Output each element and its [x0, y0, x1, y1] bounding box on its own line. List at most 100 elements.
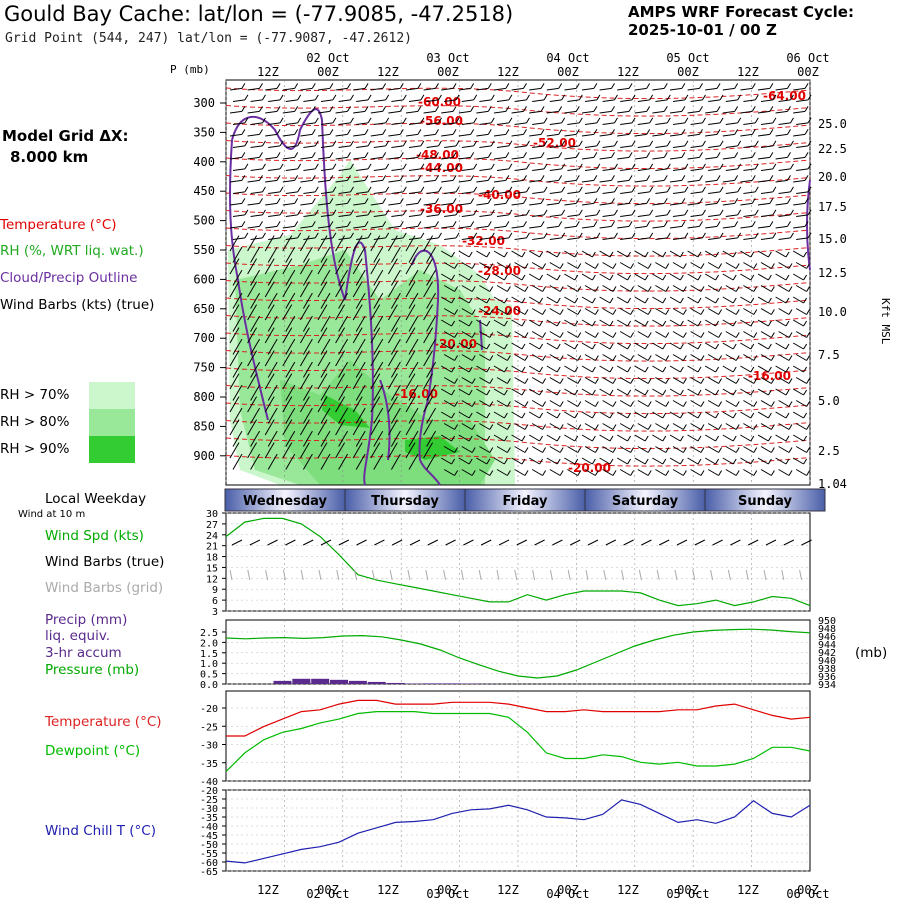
wind-barb-flag: [358, 373, 363, 379]
wind-barb: [581, 273, 593, 281]
wind-barb: [229, 156, 242, 160]
wind-barb-flag: [432, 407, 437, 414]
wind-barb: [423, 179, 436, 183]
wind-barb: [264, 263, 272, 275]
wind-barb: [441, 87, 454, 91]
wind-barb: [426, 366, 434, 378]
wind-barb-flag: [715, 320, 720, 327]
wind-barb: [405, 286, 413, 298]
cloud-outline: [806, 179, 811, 271]
wind-barb: [511, 250, 523, 258]
wind-barb-flag: [787, 198, 791, 204]
wind-barb: [669, 179, 682, 183]
wind-barb: [282, 263, 290, 275]
wind-barb: [479, 423, 491, 430]
wind-barb-flag: [591, 274, 596, 281]
surface-wind-barb: [285, 539, 296, 546]
wind-barb-flag: [594, 424, 599, 430]
pressure-right-tick: 950: [818, 616, 836, 627]
wind-barb-flag: [276, 129, 281, 135]
wind-barb: [795, 262, 807, 269]
grid-wind-barb: [763, 569, 767, 581]
wind-barb-flag: [503, 274, 508, 281]
wind-barb: [405, 202, 418, 206]
wind-barb: [634, 296, 646, 304]
wind-barb-flag: [393, 235, 398, 241]
wind-barb: [479, 331, 491, 338]
wind-barb: [479, 469, 491, 476]
grid-wind-barb: [781, 569, 785, 581]
wind-barb: [479, 308, 491, 315]
windchill-tick: -45: [200, 831, 218, 842]
wind-barb-flag: [558, 129, 563, 135]
wind-barb: [532, 214, 545, 217]
wind-barb: [229, 378, 237, 390]
wind-barb: [423, 87, 436, 91]
wind-barb: [335, 202, 348, 206]
wind-barb: [546, 110, 559, 114]
wind-barb-flag: [644, 458, 649, 465]
wind-barb-flag: [556, 320, 561, 327]
wind-barb-flag: [665, 286, 670, 292]
temperature-contour-label: -60.00: [418, 95, 461, 109]
wind-barb: [391, 99, 404, 102]
wind-barb: [778, 122, 791, 125]
surface-wind-barb: [747, 539, 759, 546]
wind-barb-flag: [244, 94, 249, 101]
wind-barb: [320, 191, 333, 194]
temperature-contour-line: [225, 350, 811, 362]
wind-barb-flag: [718, 355, 723, 361]
wind-barb: [370, 133, 383, 137]
wind-barb-flag: [367, 117, 372, 124]
wind-barb-flag: [806, 470, 811, 476]
wind-barb-flag: [521, 435, 526, 442]
wind-speed-tick: 21: [206, 542, 218, 553]
wind-barb: [757, 110, 770, 114]
wind-barb: [496, 400, 508, 407]
wind-barb-flag: [361, 384, 366, 391]
wind-barb: [514, 308, 526, 315]
wind-barb: [356, 191, 369, 194]
wind-barb-flag: [411, 258, 416, 264]
wind-barb-flag: [609, 343, 614, 350]
wind-barb-flag: [556, 274, 561, 281]
wind-barb-flag: [540, 129, 545, 135]
wind-barb: [458, 156, 471, 160]
wind-barb-flag: [473, 163, 478, 170]
wind-barb: [303, 99, 316, 102]
wind-barb-flag: [396, 430, 401, 437]
wind-barb: [532, 99, 545, 102]
wind-barb-flag: [332, 140, 337, 147]
wind-barb-flag: [506, 332, 511, 338]
wind-barb: [338, 435, 346, 447]
wind-barb-flag: [700, 309, 705, 315]
wind-barb: [352, 286, 360, 298]
wind-barb-flag: [609, 412, 614, 419]
wind-barb-flag: [543, 232, 548, 239]
wind-barb-flag: [644, 297, 649, 304]
wind-barb: [531, 262, 543, 269]
wind-barb: [740, 202, 753, 206]
wind-barb-flag: [244, 232, 249, 239]
wind-barb-flag: [396, 361, 401, 368]
wind-barb-flag: [614, 232, 618, 239]
wind-barb-flag: [273, 338, 278, 345]
wind-barb: [299, 355, 307, 367]
wind-barb-flag: [376, 442, 381, 448]
wind-barb: [546, 365, 558, 373]
grid-wind-barb: [407, 569, 411, 581]
grid-wind-barb: [656, 569, 660, 581]
page-title: Gould Bay Cache: lat/lon = (-77.9085, -4…: [4, 2, 514, 26]
wind-barb: [370, 447, 378, 459]
wind-barb-flag: [347, 152, 351, 158]
wind-barb: [426, 191, 439, 194]
wind-barb: [476, 202, 489, 206]
wind-barb: [458, 342, 470, 350]
wind-barb: [655, 168, 668, 171]
wind-barb: [725, 214, 738, 217]
wind-barb: [476, 319, 488, 327]
wind-barb-flag: [314, 94, 319, 101]
wind-barb-flag: [753, 447, 758, 453]
wind-barb-flag: [329, 83, 334, 89]
wind-barb: [743, 446, 755, 453]
